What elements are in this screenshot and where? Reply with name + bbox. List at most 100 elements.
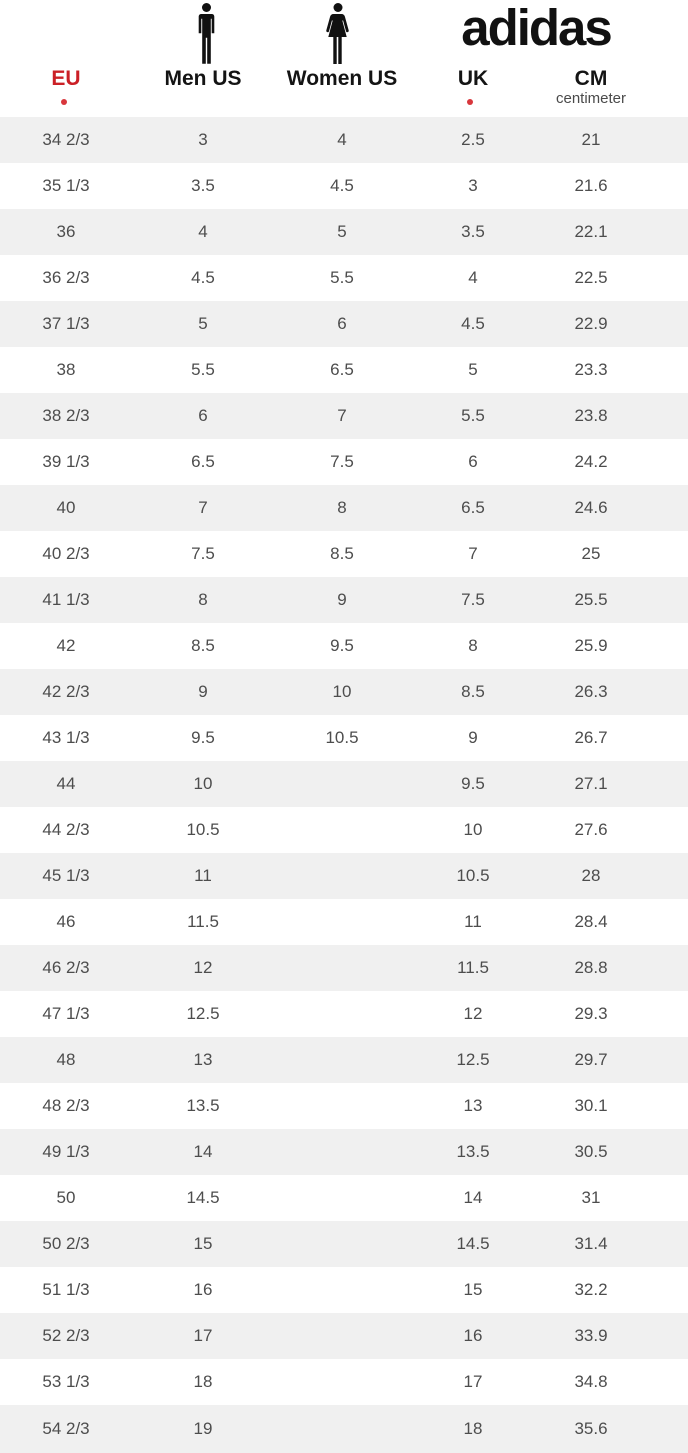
size-table: 34 2/3 3 4 2.5 21 35 1/3 3.5 4.5 3 21.6 36 4 5 3.5 22.… — [0, 117, 688, 1453]
table-cell: 46 2/3 — [0, 945, 132, 991]
table-cell: 14.5 — [410, 1221, 536, 1267]
table-cell — [274, 1221, 410, 1267]
table-cell: 5.5 — [410, 393, 536, 439]
table-cell: 31 — [536, 1175, 688, 1221]
table-cell — [274, 807, 410, 853]
table-row: 36 4 5 3.5 22.1 — [0, 209, 688, 255]
table-cell: 3.5 — [132, 163, 274, 209]
table-cell: 3 — [132, 117, 274, 163]
table-row: 40 2/3 7.5 8.5 7 25 — [0, 531, 688, 577]
table-row: 44 10 9.5 27.1 — [0, 761, 688, 807]
table-cell: 4.5 — [132, 255, 274, 301]
table-cell: 6.5 — [410, 485, 536, 531]
table-cell: 26.7 — [536, 715, 688, 761]
table-cell: 28.4 — [536, 899, 688, 945]
table-cell: 4 — [132, 209, 274, 255]
table-cell: 35 1/3 — [0, 163, 132, 209]
table-cell: 5.5 — [132, 347, 274, 393]
table-cell — [274, 991, 410, 1037]
table-cell: 22.9 — [536, 301, 688, 347]
table-cell: 27.6 — [536, 807, 688, 853]
table-cell: 5 — [274, 209, 410, 255]
table-cell: 4 — [410, 255, 536, 301]
table-cell: 42 — [0, 623, 132, 669]
table-cell: 15 — [132, 1221, 274, 1267]
table-cell: 44 — [0, 761, 132, 807]
table-cell: 6 — [410, 439, 536, 485]
table-cell: 3.5 — [410, 209, 536, 255]
table-cell — [274, 1175, 410, 1221]
column-header-women-us: Women US — [286, 67, 398, 90]
table-cell: 12.5 — [132, 991, 274, 1037]
table-cell: 11.5 — [410, 945, 536, 991]
table-row: 38 2/3 6 7 5.5 23.8 — [0, 393, 688, 439]
table-cell: 17 — [410, 1359, 536, 1405]
table-cell: 45 1/3 — [0, 853, 132, 899]
table-row: 38 5.5 6.5 5 23.3 — [0, 347, 688, 393]
table-cell: 8 — [274, 485, 410, 531]
table-cell: 12.5 — [410, 1037, 536, 1083]
table-header: adidas EU Men US Women US UK CM centimet… — [0, 0, 688, 117]
table-cell: 54 2/3 — [0, 1405, 132, 1453]
table-row: 46 2/3 12 11.5 28.8 — [0, 945, 688, 991]
table-cell — [274, 1267, 410, 1313]
table-cell — [274, 945, 410, 991]
column-header-cm: CM — [574, 67, 608, 90]
table-row: 49 1/3 14 13.5 30.5 — [0, 1129, 688, 1175]
table-cell: 2.5 — [410, 117, 536, 163]
table-cell: 11 — [132, 853, 274, 899]
table-cell: 36 2/3 — [0, 255, 132, 301]
table-cell: 46 — [0, 899, 132, 945]
table-cell: 34.8 — [536, 1359, 688, 1405]
table-cell: 6 — [132, 393, 274, 439]
table-cell: 50 — [0, 1175, 132, 1221]
table-row: 53 1/3 18 17 34.8 — [0, 1359, 688, 1405]
table-row: 44 2/3 10.5 10 27.6 — [0, 807, 688, 853]
table-row: 36 2/3 4.5 5.5 4 22.5 — [0, 255, 688, 301]
table-row: 52 2/3 17 16 33.9 — [0, 1313, 688, 1359]
table-cell: 9 — [274, 577, 410, 623]
table-cell: 25.9 — [536, 623, 688, 669]
table-cell: 5 — [132, 301, 274, 347]
table-cell — [274, 1405, 410, 1453]
table-cell: 43 1/3 — [0, 715, 132, 761]
table-cell — [274, 1037, 410, 1083]
table-row: 46 11.5 11 28.4 — [0, 899, 688, 945]
table-cell: 13 — [132, 1037, 274, 1083]
column-header-eu: EU — [51, 67, 81, 90]
table-cell: 22.5 — [536, 255, 688, 301]
table-cell: 50 2/3 — [0, 1221, 132, 1267]
table-cell: 53 1/3 — [0, 1359, 132, 1405]
table-cell: 47 1/3 — [0, 991, 132, 1037]
centimeter-sublabel: centimeter — [555, 90, 627, 107]
table-row: 35 1/3 3.5 4.5 3 21.6 — [0, 163, 688, 209]
table-row: 42 8.5 9.5 8 25.9 — [0, 623, 688, 669]
table-row: 41 1/3 8 9 7.5 25.5 — [0, 577, 688, 623]
table-cell: 4 — [274, 117, 410, 163]
table-cell: 35.6 — [536, 1405, 688, 1453]
table-row: 47 1/3 12.5 12 29.3 — [0, 991, 688, 1037]
table-cell: 27.1 — [536, 761, 688, 807]
table-cell: 13 — [410, 1083, 536, 1129]
table-cell: 23.3 — [536, 347, 688, 393]
table-cell: 30.1 — [536, 1083, 688, 1129]
table-cell — [274, 1313, 410, 1359]
table-cell — [274, 1083, 410, 1129]
table-cell: 7 — [274, 393, 410, 439]
table-cell: 5.5 — [274, 255, 410, 301]
table-cell: 7 — [132, 485, 274, 531]
table-cell: 5 — [410, 347, 536, 393]
table-cell: 9.5 — [132, 715, 274, 761]
table-cell: 16 — [132, 1267, 274, 1313]
table-cell: 44 2/3 — [0, 807, 132, 853]
table-cell: 42 2/3 — [0, 669, 132, 715]
table-cell: 9 — [410, 715, 536, 761]
table-row: 48 2/3 13.5 13 30.1 — [0, 1083, 688, 1129]
table-cell: 34 2/3 — [0, 117, 132, 163]
table-cell: 8 — [410, 623, 536, 669]
table-cell: 51 1/3 — [0, 1267, 132, 1313]
table-cell: 11.5 — [132, 899, 274, 945]
table-cell: 23.8 — [536, 393, 688, 439]
table-cell: 21.6 — [536, 163, 688, 209]
